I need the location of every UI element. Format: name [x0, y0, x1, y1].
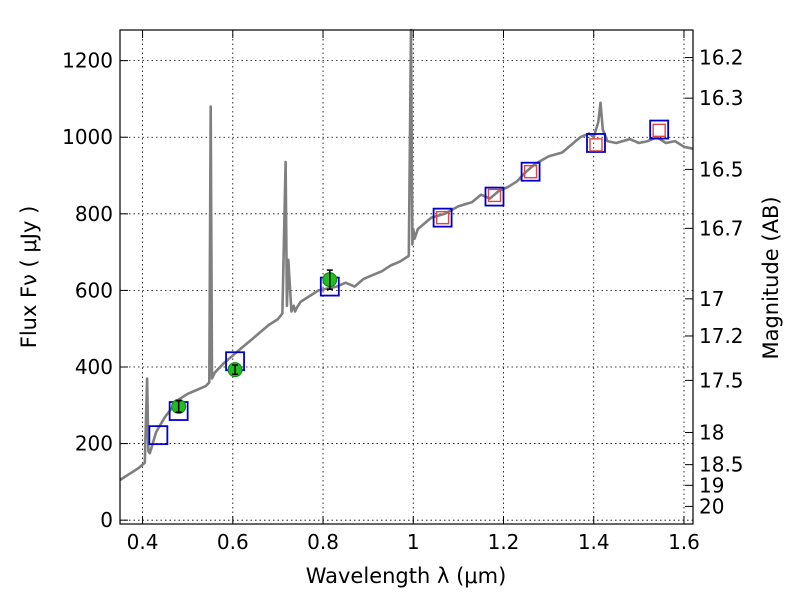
y2-tick-label: 16.3 [699, 86, 744, 110]
model-photometry-point [148, 425, 169, 446]
y2-tick-label: 17 [699, 287, 724, 311]
observed-nir-point [652, 123, 666, 138]
y2-axis-title: Magnitude (AB) [759, 196, 783, 359]
observed-nir-point [523, 164, 538, 179]
y-tick-label: 800 [75, 202, 113, 226]
y2-tick-label: 17.2 [699, 324, 744, 348]
plot-frame [119, 29, 694, 525]
model-photometry-point [432, 207, 453, 228]
x-tick-label: 0.4 [127, 530, 159, 554]
y-tick-label: 400 [75, 355, 113, 379]
y-tick-label: 200 [75, 432, 113, 456]
y2-tick-label: 19 [699, 473, 724, 497]
ticks [120, 30, 693, 524]
x-tick-label: 1 [407, 530, 420, 554]
x-tick-label: 1.6 [668, 530, 700, 554]
y-axis-title: Flux Fν ( μJy ) [17, 206, 41, 349]
y2-tick-label: 16.7 [699, 216, 744, 240]
observed-nir-point [589, 138, 603, 152]
observed-nir-point [487, 188, 502, 203]
y2-tick-label: 20 [699, 494, 724, 518]
y2-tick-label: 16.2 [699, 46, 744, 70]
y-tick-label: 600 [75, 278, 113, 302]
y-tick-label: 1000 [62, 125, 113, 149]
x-tick-label: 0.6 [217, 530, 249, 554]
x-tick-label: 0.8 [307, 530, 339, 554]
y-tick-label: 1200 [62, 49, 113, 73]
x-tick-label: 1.2 [488, 530, 520, 554]
y2-tick-label: 17.5 [699, 368, 744, 392]
y2-tick-label: 16.5 [699, 157, 744, 181]
model-photometry-point [586, 133, 606, 153]
model-photometry-point [649, 119, 670, 140]
y-tick-label: 0 [100, 508, 113, 532]
data-layer [119, 28, 694, 482]
y2-tick-label: 18.5 [699, 453, 744, 477]
spectrum-line [119, 28, 694, 482]
tick-labels: 0.4 0.6 0.8 1 1.2 1.4 1.6 0 200 400 600 800 1000 1200… [62, 46, 743, 554]
observed-nir-point [435, 210, 450, 225]
model-photometry-point [484, 186, 505, 207]
x-axis-title: Wavelength λ (μm) [306, 564, 507, 588]
grid [120, 30, 693, 524]
model-photometry-point [520, 161, 541, 182]
y2-tick-label: 18 [699, 420, 724, 444]
x-tick-label: 1.4 [578, 530, 610, 554]
